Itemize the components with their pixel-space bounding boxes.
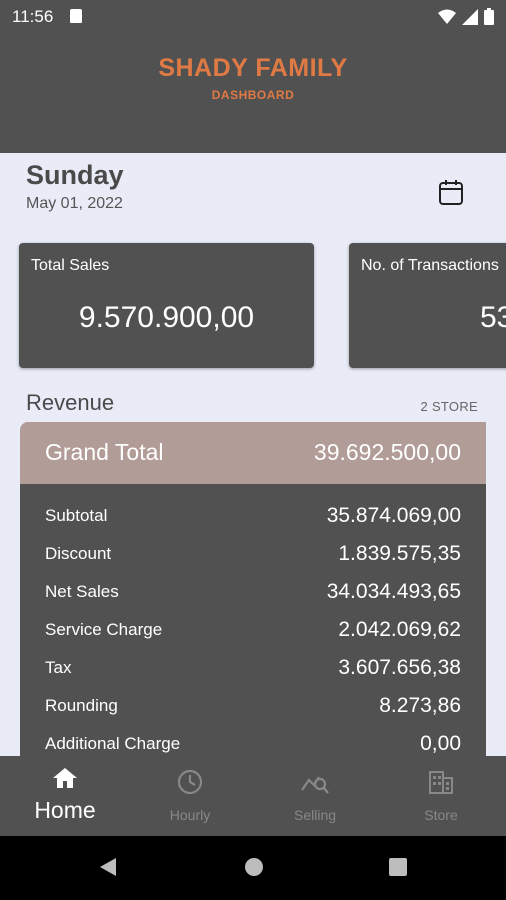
battery-icon <box>484 8 494 25</box>
card-title: No. of Transactions <box>361 257 499 274</box>
nav-hourly[interactable]: Hourly <box>127 756 253 836</box>
status-icons <box>438 8 494 25</box>
back-icon[interactable] <box>97 856 119 878</box>
app-header: SHADY FAMILY DASHBOARD <box>0 32 506 153</box>
revenue-row: Additional Charge 0,00 <box>20 726 486 756</box>
row-label: Subtotal <box>45 506 108 525</box>
status-time: 11:56 <box>12 7 54 26</box>
row-value: 8.273,86 <box>379 694 461 717</box>
grand-total-bar: Grand Total 39.692.500,00 <box>20 422 486 484</box>
nav-label: Store <box>424 807 458 823</box>
revenue-title: Revenue <box>26 390 115 415</box>
clock-icon <box>177 769 203 795</box>
transactions-card[interactable]: No. of Transactions 53 <box>349 243 506 368</box>
nav-store[interactable]: Store <box>378 756 504 836</box>
row-value: 0,00 <box>420 732 461 755</box>
building-icon <box>429 771 453 794</box>
revenue-row: Discount 1.839.575,35 <box>20 536 486 574</box>
trend-search-icon <box>301 776 329 794</box>
revenue-row: Tax 3.607.656,38 <box>20 650 486 688</box>
home-circle-icon[interactable] <box>243 856 265 878</box>
revenue-breakdown: Subtotal 35.874.069,00 Discount 1.839.57… <box>20 484 486 756</box>
brand-subtitle: DASHBOARD <box>211 88 295 102</box>
row-label: Rounding <box>45 696 118 715</box>
day-name: Sunday <box>26 160 124 190</box>
row-value: 35.874.069,00 <box>326 504 461 527</box>
card-value: 53 <box>480 301 506 334</box>
signal-icon <box>462 8 478 25</box>
sd-card-icon <box>70 9 82 23</box>
date-text: May 01, 2022 <box>26 195 123 212</box>
nav-home[interactable]: Home <box>2 756 128 836</box>
brand-title: SHADY FAMILY <box>158 54 348 82</box>
nav-label: Hourly <box>169 807 211 823</box>
card-title: Total Sales <box>31 257 110 274</box>
row-label: Discount <box>45 544 112 563</box>
nav-label: Home <box>34 797 96 823</box>
row-value: 1.839.575,35 <box>338 542 461 565</box>
row-label: Additional Charge <box>45 734 181 753</box>
nav-selling[interactable]: Selling <box>252 756 378 836</box>
status-bar: 11:56 <box>0 0 506 32</box>
row-value: 34.034.493,65 <box>326 580 461 603</box>
recents-icon[interactable] <box>388 857 408 877</box>
nav-label: Selling <box>293 807 337 823</box>
row-label: Service Charge <box>45 620 163 639</box>
store-count: 2 STORE <box>420 399 478 414</box>
wifi-icon <box>438 9 456 24</box>
bottom-nav: Home Hourly Selling <box>0 756 506 836</box>
calendar-icon[interactable] <box>436 178 466 208</box>
row-value: 3.607.656,38 <box>338 656 461 679</box>
revenue-row: Subtotal 35.874.069,00 <box>20 498 486 536</box>
system-nav-bar <box>0 836 506 900</box>
grand-total-label: Grand Total <box>45 439 164 465</box>
grand-total-value: 39.692.500,00 <box>313 439 461 465</box>
home-icon <box>53 768 77 788</box>
row-label: Tax <box>45 658 72 677</box>
revenue-row: Rounding 8.273,86 <box>20 688 486 726</box>
revenue-row: Service Charge 2.042.069,62 <box>20 612 486 650</box>
row-value: 2.042.069,62 <box>338 618 461 641</box>
card-value: 9.570.900,00 <box>78 301 255 334</box>
row-label: Net Sales <box>45 582 119 601</box>
total-sales-card[interactable]: Total Sales 9.570.900,00 <box>19 243 314 368</box>
revenue-row: Net Sales 34.034.493,65 <box>20 574 486 612</box>
